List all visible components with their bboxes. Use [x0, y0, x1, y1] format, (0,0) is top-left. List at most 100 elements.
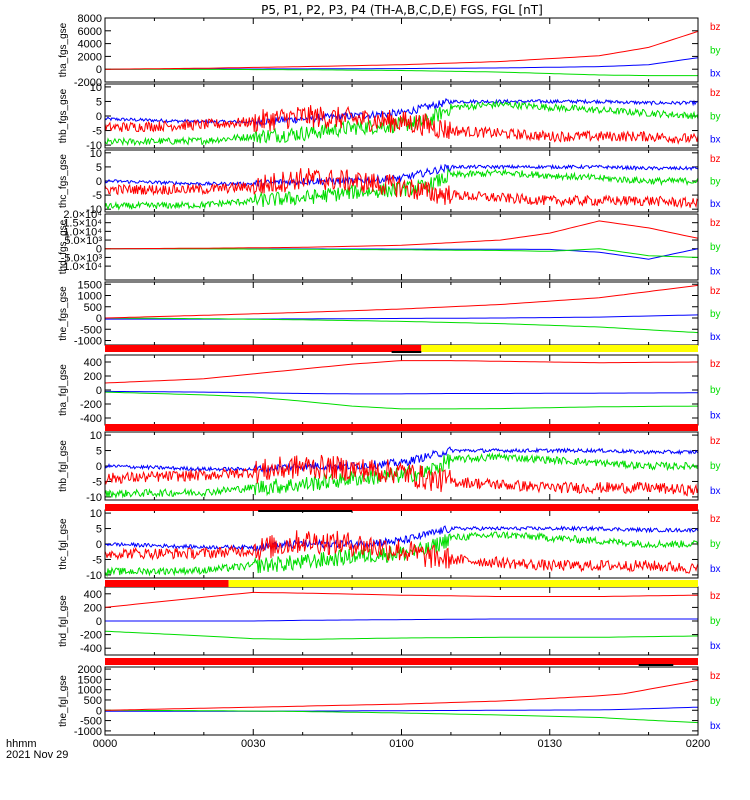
- y-axis-label: thd_fgl_gse: [58, 595, 69, 647]
- y-tick-label: -10: [86, 204, 102, 216]
- panel-thd_fgs_gse: -1.0×10⁴-5.0×10³05.0×10³1.0×10⁴1.5×10⁴2.…: [58, 209, 721, 281]
- status-segment-yellow: [228, 580, 698, 587]
- x-tick-label: 0100: [389, 738, 413, 750]
- legend-by: by: [710, 616, 721, 627]
- y-tick-label: 0: [96, 313, 102, 325]
- panel-frame: [104, 666, 699, 736]
- y-tick-label: 5.0×10³: [64, 235, 102, 247]
- series-line-bx: [105, 618, 698, 622]
- series-line-by: [105, 68, 698, 77]
- y-tick-label: -500: [80, 716, 102, 728]
- legend-bx: bx: [710, 332, 721, 343]
- y-tick-label: -400: [80, 413, 102, 425]
- y-axis-label: thb_fgs_gse: [58, 88, 69, 143]
- panel-frame: [104, 281, 699, 346]
- legend-by: by: [710, 696, 721, 707]
- y-tick-label: 400: [84, 357, 102, 369]
- y-tick-label: 1500: [78, 674, 102, 686]
- legend-bz: bz: [710, 154, 721, 165]
- status-mark: [638, 664, 674, 666]
- y-tick-label: 5: [96, 96, 102, 108]
- y-tick-label: 0: [96, 111, 102, 123]
- y-tick-label: -200: [80, 630, 102, 642]
- y-tick-label: 1500: [78, 279, 102, 291]
- series-line-by: [105, 248, 698, 258]
- series-line-by: [105, 630, 698, 640]
- legend-bz: bz: [710, 286, 721, 297]
- status-mark: [391, 351, 422, 353]
- panel-frame: [104, 354, 699, 426]
- y-tick-label: -5: [92, 476, 102, 488]
- series-line-bx: [105, 446, 698, 474]
- y-tick-label: 5: [96, 162, 102, 174]
- legend-bx: bx: [710, 641, 721, 652]
- y-axis-label: tha_fgl_gse: [58, 364, 69, 416]
- legend-bx: bx: [710, 411, 721, 422]
- legend-by: by: [710, 111, 721, 122]
- y-tick-label: -5: [92, 554, 102, 566]
- legend-bz: bz: [710, 359, 721, 370]
- y-tick-label: 0: [96, 176, 102, 188]
- x-axis-label: hhmm: [6, 738, 37, 750]
- y-tick-label: -200: [80, 399, 102, 411]
- plot-title: P5, P1, P2, P3, P4 (TH-A,B,C,D,E) FGS, F…: [261, 3, 543, 17]
- y-axis-label: tha_fgs_gse: [58, 22, 69, 77]
- status-segment-red: [105, 580, 229, 587]
- legend-by: by: [710, 539, 721, 550]
- y-axis-label: thb_fgl_gse: [58, 440, 69, 492]
- y-tick-label: -400: [80, 643, 102, 655]
- y-tick-label: 0: [96, 705, 102, 717]
- y-tick-label: 0: [96, 539, 102, 551]
- panel-frame: [104, 17, 699, 83]
- legend-bz: bz: [710, 671, 721, 682]
- panel-frame: [104, 213, 699, 281]
- status-segment-red: [105, 424, 698, 431]
- y-tick-label: 1.0×10⁴: [63, 226, 102, 238]
- series-line-bx: [105, 390, 698, 395]
- y-tick-label: 0: [96, 385, 102, 397]
- legend-by: by: [710, 461, 721, 472]
- series-line-bz: [105, 168, 698, 209]
- y-tick-label: -10: [86, 492, 102, 504]
- x-axis: 0000 0030 0100 0130 0200: [93, 738, 710, 750]
- y-tick-label: 500: [84, 695, 102, 707]
- status-bar: [105, 658, 698, 666]
- panel-thb_fgs_gse: -10 -5 0 5 10 thb_fgs_gse bz by bx: [58, 82, 721, 152]
- legend-bz: bz: [710, 436, 721, 447]
- y-tick-label: -2000: [74, 77, 102, 89]
- y-tick-label: -1000: [74, 336, 102, 348]
- y-tick-label: 2000: [78, 664, 102, 676]
- series-line-bz: [105, 30, 698, 70]
- y-tick-label: 1000: [78, 685, 102, 697]
- status-bars: [105, 345, 698, 666]
- date-label: 2021 Nov 29: [6, 749, 68, 761]
- y-tick-label: -5: [92, 126, 102, 138]
- series-line-by: [105, 709, 698, 724]
- legend-bz: bz: [710, 514, 721, 525]
- series-line-bx: [105, 57, 698, 70]
- status-bar: [105, 345, 698, 353]
- panel-thb_fgl_gse: -10 -5 0 5 10 thb_fgl_gse bz by bx: [58, 430, 721, 504]
- y-tick-label: 2000: [78, 51, 102, 63]
- status-segment-red: [105, 345, 422, 352]
- status-bar: [105, 504, 698, 512]
- y-tick-label: 0: [96, 461, 102, 473]
- y-tick-label: 1000: [78, 291, 102, 303]
- legend-bz: bz: [710, 88, 721, 99]
- y-tick-label: -10: [86, 140, 102, 152]
- status-mark: [258, 510, 353, 512]
- legend-by: by: [710, 242, 721, 253]
- series-line-bz: [105, 220, 698, 250]
- y-tick-label: 10: [90, 82, 102, 94]
- y-tick-label: -10: [86, 570, 102, 582]
- y-tick-label: 400: [84, 589, 102, 601]
- y-tick-label: -500: [80, 324, 102, 336]
- y-axis-label: thc_fgl_gse: [58, 518, 69, 570]
- legend-bz: bz: [710, 22, 721, 33]
- legend-bx: bx: [710, 721, 721, 732]
- y-tick-label: -5: [92, 190, 102, 202]
- y-tick-label: 200: [84, 602, 102, 614]
